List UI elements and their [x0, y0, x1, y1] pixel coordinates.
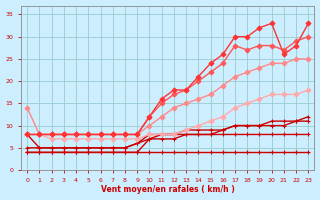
X-axis label: Vent moyen/en rafales ( km/h ): Vent moyen/en rafales ( km/h ) — [101, 185, 235, 194]
